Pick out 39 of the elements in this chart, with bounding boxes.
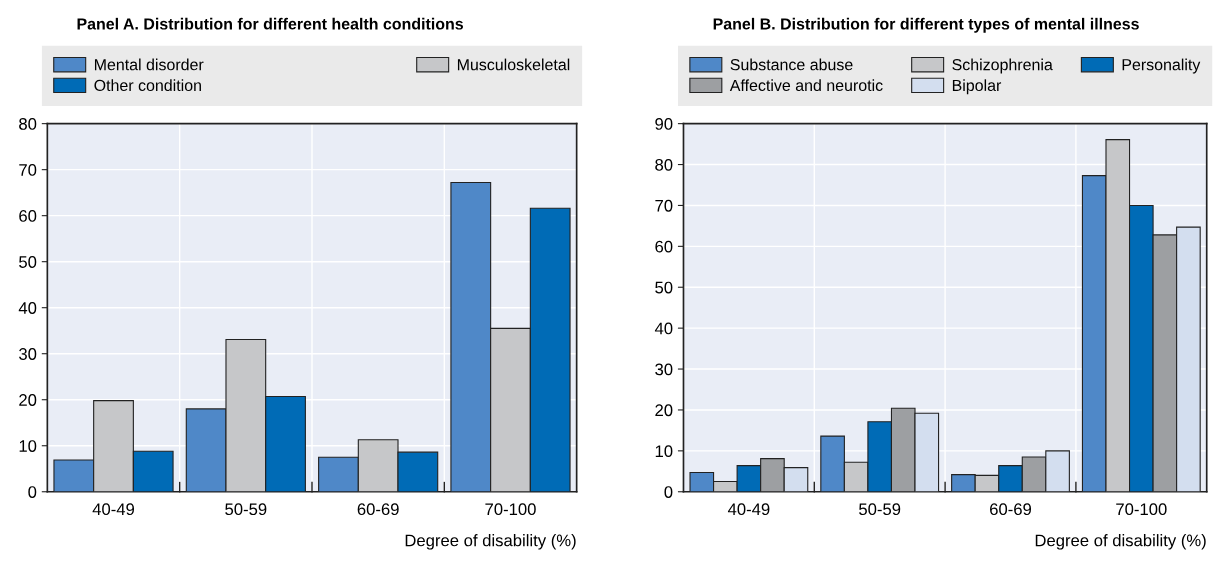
x-tick-label: 70-100 bbox=[1116, 503, 1167, 516]
y-tick-label: 90 bbox=[655, 118, 673, 130]
x-tick-label: 70-100 bbox=[485, 503, 536, 516]
legend-label: Other condition bbox=[94, 79, 201, 92]
y-tick-label: 40 bbox=[654, 322, 673, 335]
y-tick-label: 0 bbox=[664, 486, 673, 498]
y-tick-label: 80 bbox=[19, 118, 37, 130]
y-tick-label: 40 bbox=[18, 302, 37, 314]
legend-label: Substance abuse bbox=[730, 58, 853, 71]
x-tick-label: 50-59 bbox=[225, 503, 267, 516]
x-tick-label: 40-49 bbox=[727, 503, 770, 516]
y-tick-label: 50 bbox=[19, 256, 37, 268]
legend-label: Mental disorder bbox=[94, 58, 204, 71]
x-axis-title: Degree of disability (%) bbox=[405, 534, 576, 550]
x-tick-label: 60-69 bbox=[357, 503, 399, 516]
y-tick-label: 30 bbox=[19, 348, 37, 360]
legend-label: Schizophrenia bbox=[952, 58, 1053, 74]
legend-label: Musculoskeletal bbox=[457, 58, 570, 71]
y-tick-label: 30 bbox=[655, 363, 673, 376]
x-tick-label: 60-69 bbox=[990, 503, 1032, 516]
y-tick-label: 60 bbox=[655, 240, 673, 253]
y-tick-label: 10 bbox=[19, 440, 37, 452]
y-tick-label: 70 bbox=[19, 164, 37, 176]
y-tick-label: 10 bbox=[655, 445, 673, 458]
y-tick-label: 70 bbox=[655, 199, 673, 212]
y-tick-label: 80 bbox=[655, 158, 673, 171]
legend-label: Personality bbox=[1122, 58, 1201, 74]
legend-label: Affective and neurotic bbox=[729, 79, 883, 92]
chart-title: Panel A. Distribution for different health conditions bbox=[77, 17, 464, 30]
x-tick-label: 40-49 bbox=[92, 503, 135, 516]
y-tick-label: 20 bbox=[655, 404, 673, 417]
y-tick-label: 0 bbox=[28, 486, 37, 498]
x-tick-label: 50-59 bbox=[859, 503, 901, 516]
x-axis-title: Degree of disability (%) bbox=[1035, 534, 1206, 550]
chart-title: Panel B. Distribution for different types of mental illness bbox=[713, 17, 1139, 33]
y-tick-label: 60 bbox=[19, 210, 37, 222]
legend-label: Bipolar bbox=[952, 79, 1002, 95]
y-tick-label: 20 bbox=[19, 394, 37, 406]
y-tick-label: 50 bbox=[655, 281, 673, 294]
